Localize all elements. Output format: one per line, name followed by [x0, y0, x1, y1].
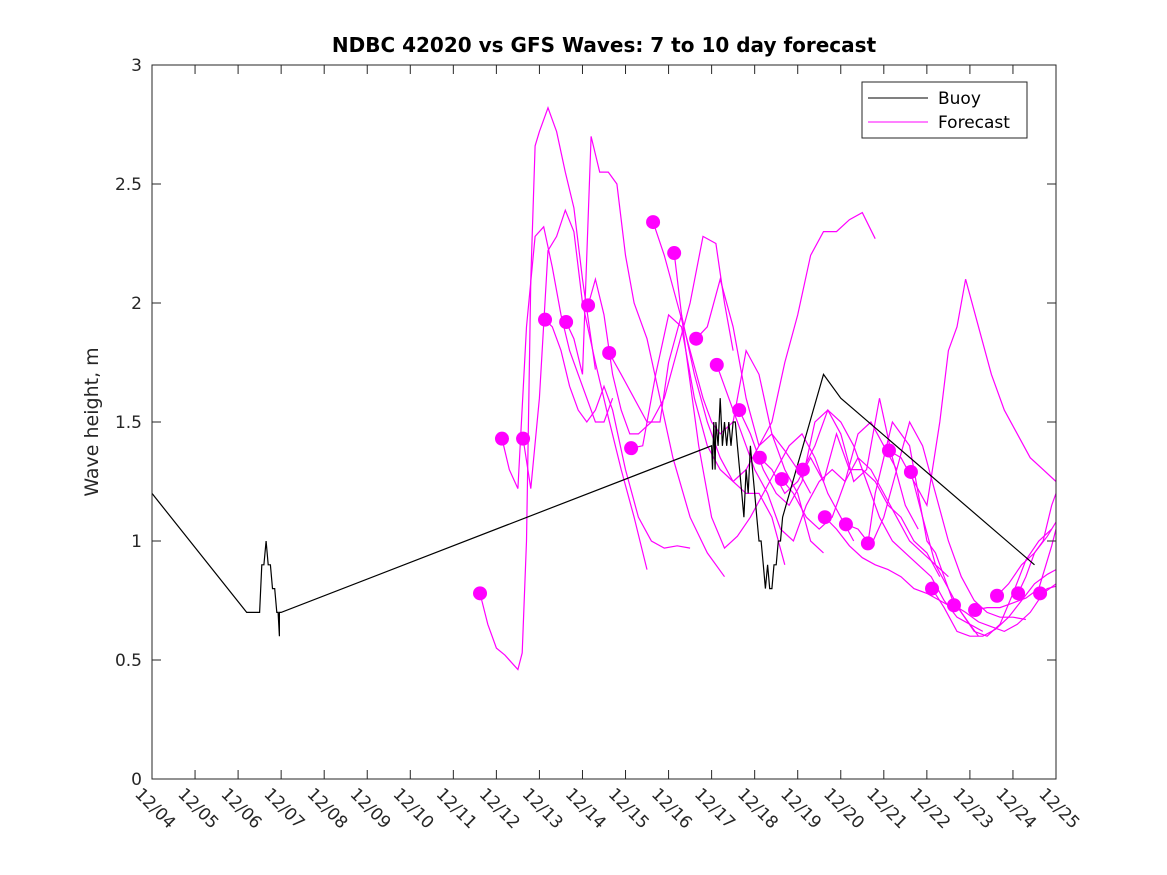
chart-title: NDBC 42020 vs GFS Waves: 7 to 10 day for… — [332, 33, 877, 57]
y-axis-label: Wave height, m — [81, 347, 103, 496]
forecast-point — [946, 598, 961, 613]
forecast-point — [817, 510, 832, 525]
y-tick-label: 2 — [131, 294, 142, 314]
forecast-point — [602, 345, 617, 360]
legend-box — [861, 81, 1028, 139]
forecast-point — [774, 472, 789, 487]
forecast-point — [559, 315, 574, 330]
forecast-point — [667, 246, 682, 261]
forecast-line-4 — [565, 136, 725, 578]
forecast-line-7 — [630, 313, 812, 494]
forecast-point — [494, 431, 509, 446]
forecast-point — [646, 215, 661, 230]
forecast-point — [709, 357, 724, 372]
forecast-point — [538, 312, 553, 327]
forecast-line-14 — [781, 456, 949, 578]
forecast-point — [732, 403, 747, 418]
forecast-point — [516, 431, 531, 446]
forecast-point — [1033, 586, 1048, 601]
legend-buoy-label: Buoy — [938, 89, 981, 109]
forecast-point — [903, 464, 918, 479]
forecast-point — [752, 450, 767, 465]
forecast-point — [624, 441, 639, 456]
buoy-line — [152, 373, 1035, 637]
forecast-line-3 — [544, 319, 691, 549]
forecast-line-10 — [695, 211, 876, 448]
y-tick-label: 1 — [131, 532, 142, 552]
y-tick-label: 1.5 — [115, 413, 142, 433]
forecast-line-2 — [522, 208, 648, 570]
forecast-point — [795, 462, 810, 477]
forecast-line-11 — [716, 364, 898, 543]
y-tick-label: 0.5 — [115, 651, 142, 671]
forecast-point — [1011, 586, 1026, 601]
forecast-point — [881, 443, 896, 458]
y-tick-label: 2.5 — [115, 175, 142, 195]
forecast-line-17 — [845, 420, 1027, 621]
legend: Buoy Forecast — [861, 81, 1028, 139]
legend-forecast-label: Forecast — [938, 113, 1010, 133]
y-tick-label: 3 — [131, 56, 142, 76]
forecast-line-25 — [1017, 493, 1056, 594]
forecast-line-23 — [974, 528, 1056, 611]
forecast-line-16 — [824, 516, 953, 609]
forecast-line-20 — [910, 471, 1053, 637]
y-tick-label: 0 — [131, 770, 142, 790]
forecast-point — [838, 517, 853, 532]
forecast-line-13 — [759, 431, 941, 577]
forecast-point — [581, 298, 596, 313]
forecast-line-19 — [888, 279, 1056, 508]
plot-area — [152, 106, 1056, 671]
forecast-point — [990, 588, 1005, 603]
forecast-point — [968, 603, 983, 618]
forecast-point — [860, 536, 875, 551]
forecast-point — [473, 586, 488, 601]
forecast-point — [689, 331, 704, 346]
forecast-line-1 — [501, 225, 614, 489]
forecast-line-21 — [931, 569, 1056, 637]
forecast-point — [925, 581, 940, 596]
